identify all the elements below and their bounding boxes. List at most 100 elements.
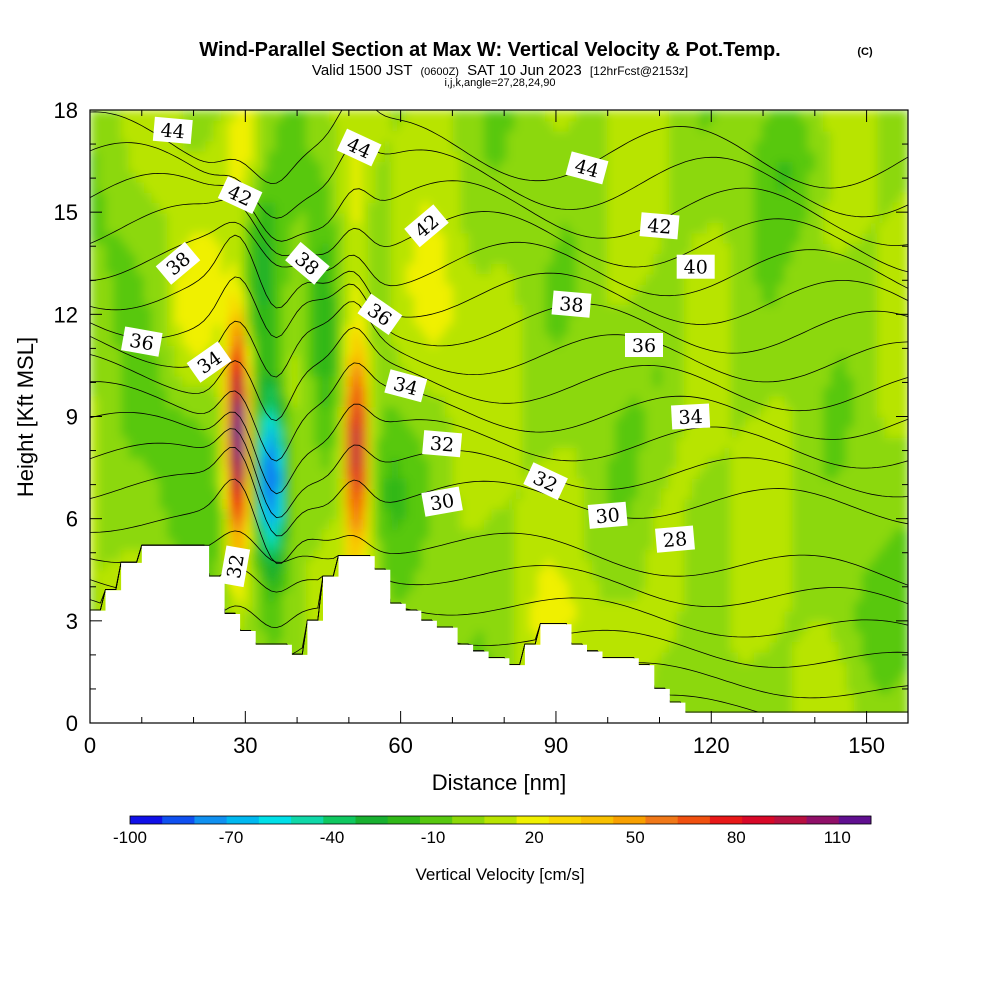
velocity-cell xyxy=(159,396,169,408)
velocity-cell xyxy=(205,253,215,265)
velocity-cell xyxy=(614,416,624,428)
velocity-cell xyxy=(221,314,230,326)
velocity-cell xyxy=(591,263,601,275)
velocity-cell xyxy=(684,508,693,520)
velocity-cell xyxy=(599,477,608,489)
velocity-cell xyxy=(483,467,493,479)
velocity-cell xyxy=(298,498,307,510)
velocity-cell xyxy=(499,324,508,336)
velocity-cell xyxy=(298,150,307,162)
velocity-cell xyxy=(90,253,99,265)
velocity-cell xyxy=(491,202,500,214)
velocity-cell xyxy=(290,222,300,234)
velocity-cell xyxy=(699,508,709,520)
velocity-cell xyxy=(136,314,145,326)
velocity-cell xyxy=(290,549,300,561)
velocity-cell xyxy=(445,467,454,479)
velocity-cell xyxy=(653,661,662,673)
velocity-cell xyxy=(313,580,323,592)
velocity-cell xyxy=(298,528,307,540)
velocity-cell xyxy=(684,661,693,673)
velocity-cell xyxy=(429,293,439,305)
velocity-cell xyxy=(336,171,346,183)
velocity-cell xyxy=(560,610,570,622)
velocity-cell xyxy=(367,498,377,510)
velocity-cell xyxy=(329,242,338,254)
velocity-cell xyxy=(406,273,415,285)
velocity-cell xyxy=(499,539,508,551)
velocity-cell xyxy=(321,161,331,173)
velocity-cell xyxy=(560,426,570,438)
velocity-cell xyxy=(205,334,215,346)
velocity-cell xyxy=(560,150,570,162)
velocity-cell xyxy=(421,202,431,214)
velocity-cell xyxy=(452,406,462,418)
velocity-cell xyxy=(630,631,639,643)
velocity-cell xyxy=(136,436,145,448)
velocity-cell xyxy=(128,549,138,561)
velocity-cell xyxy=(313,140,323,152)
velocity-cell xyxy=(668,447,678,459)
velocity-cell xyxy=(159,365,169,377)
velocity-cell xyxy=(715,661,724,673)
velocity-cell xyxy=(653,181,662,193)
velocity-cell xyxy=(607,304,616,316)
velocity-cell xyxy=(375,477,385,489)
velocity-cell xyxy=(429,539,439,551)
velocity-cell xyxy=(560,181,570,193)
velocity-cell xyxy=(398,355,408,367)
velocity-cell xyxy=(144,140,153,152)
velocity-cell xyxy=(120,477,130,489)
velocity-cell xyxy=(259,181,269,193)
velocity-cell xyxy=(429,600,439,612)
velocity-cell xyxy=(375,549,385,561)
velocity-cell xyxy=(468,171,477,183)
velocity-cell xyxy=(321,304,331,316)
velocity-cell xyxy=(707,273,716,285)
velocity-cell xyxy=(97,518,107,530)
velocity-cell xyxy=(707,334,716,346)
velocity-cell xyxy=(259,375,269,387)
velocity-cell xyxy=(529,242,539,254)
velocity-cell xyxy=(607,651,616,663)
velocity-cell xyxy=(391,171,400,183)
velocity-cell xyxy=(90,232,99,244)
velocity-cell xyxy=(537,120,547,132)
velocity-cell xyxy=(483,518,493,530)
velocity-cell xyxy=(329,416,338,428)
velocity-cell xyxy=(452,110,462,122)
velocity-cell xyxy=(607,426,616,438)
velocity-cell xyxy=(468,253,477,265)
velocity-cell xyxy=(722,375,732,387)
velocity-cell xyxy=(537,232,547,244)
velocity-cell xyxy=(190,222,199,234)
velocity-cell xyxy=(491,385,500,397)
velocity-cell xyxy=(707,375,716,387)
velocity-cell xyxy=(545,447,554,459)
velocity-cell xyxy=(336,181,346,193)
velocity-cell xyxy=(630,110,639,122)
velocity-cell xyxy=(344,345,354,357)
velocity-cell xyxy=(537,304,547,316)
velocity-cell xyxy=(499,263,508,275)
velocity-cell xyxy=(144,416,153,428)
velocity-cell xyxy=(414,467,423,479)
velocity-cell xyxy=(198,110,207,122)
velocity-cell xyxy=(90,559,99,571)
velocity-cell xyxy=(437,314,446,326)
velocity-cell xyxy=(468,130,477,142)
velocity-cell xyxy=(707,181,716,193)
velocity-cell xyxy=(622,161,632,173)
velocity-cell xyxy=(275,426,284,438)
velocity-cell xyxy=(568,375,578,387)
velocity-cell xyxy=(198,477,207,489)
velocity-cell xyxy=(529,171,539,183)
velocity-cell xyxy=(614,426,624,438)
velocity-cell xyxy=(483,590,493,602)
velocity-cell xyxy=(144,110,153,122)
velocity-cell xyxy=(97,590,107,602)
velocity-cell xyxy=(522,110,531,122)
velocity-cell xyxy=(190,334,199,346)
velocity-cell xyxy=(637,590,647,602)
velocity-cell xyxy=(645,406,655,418)
